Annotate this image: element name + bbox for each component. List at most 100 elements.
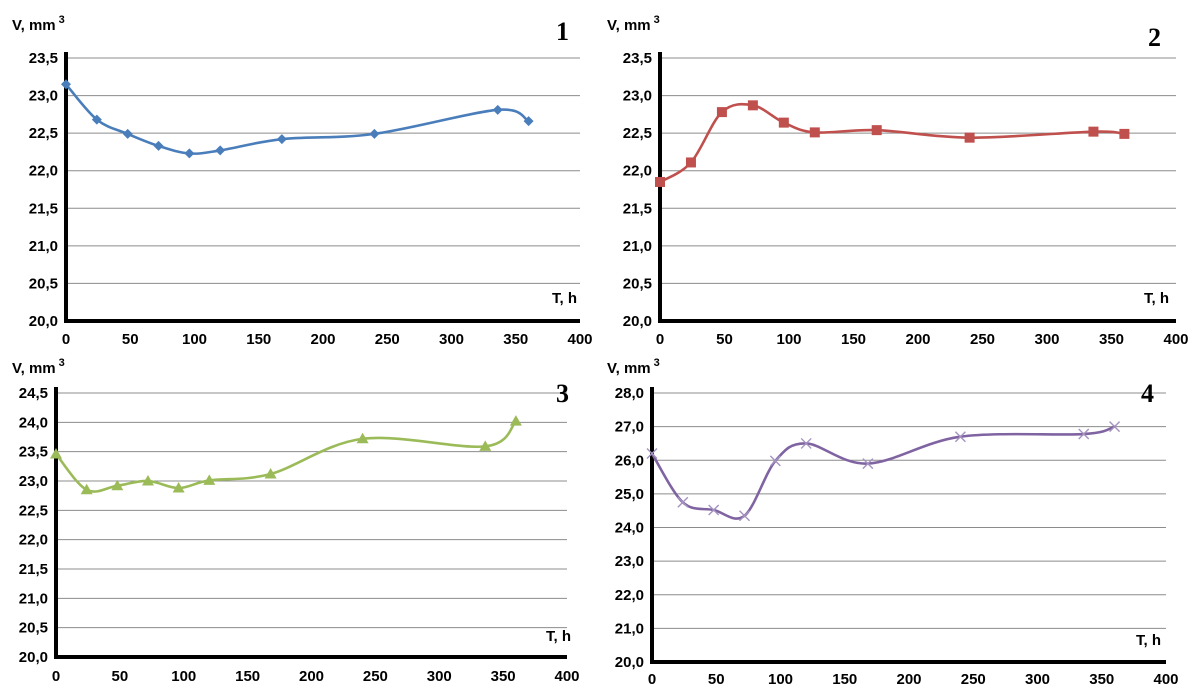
x-tick-label: 0 <box>62 331 70 348</box>
data-point-x-stroke <box>769 455 781 467</box>
data-point-6 <box>203 474 216 485</box>
y-tick-label: 22,5 <box>623 125 652 142</box>
data-point-x-stroke <box>646 448 658 460</box>
x-tick-label: 400 <box>567 331 592 348</box>
data-point-7 <box>276 134 287 145</box>
series-line-1 <box>658 102 1126 184</box>
data-point-9 <box>1088 126 1099 137</box>
y-axis-title: V, mm 3 <box>607 14 660 34</box>
chart-panel-1: 20,0 20,5 21,0 21,5 22,0 22,5 23,0 23,5 0 50 100 15… <box>12 14 593 348</box>
y-axis-title-superscript: 3 <box>654 14 660 26</box>
y-axis-title-text: V, mm <box>607 360 651 377</box>
x-axis-title: T, h <box>552 290 577 307</box>
y-tick-label: 22,0 <box>19 532 48 549</box>
x-tick-label: 250 <box>970 331 995 348</box>
x-tick-label: 300 <box>1025 671 1050 688</box>
data-point-6 <box>809 127 820 138</box>
y-axis-title-superscript: 3 <box>59 357 65 369</box>
data-point-x-stroke <box>862 458 874 470</box>
chart-panel-4: 20,0 21,0 22,0 23,0 24,0 25,0 26,0 27,0 28,0 0 50 1… <box>607 357 1179 688</box>
data-point-7 <box>871 125 882 136</box>
x-tick-label: 400 <box>1153 671 1178 688</box>
panel-number: 2 <box>1148 23 1161 52</box>
x-axis-title: T, h <box>1136 632 1161 649</box>
y-tick-label: 28,0 <box>615 385 644 402</box>
y-tick-label: 26,0 <box>615 452 644 469</box>
x-tick-label: 400 <box>1163 331 1188 348</box>
x-tick-label: 100 <box>182 331 207 348</box>
data-point-3 <box>708 504 720 516</box>
data-point-1 <box>646 448 658 460</box>
data-point-1 <box>655 176 665 187</box>
x-tick-label: 350 <box>503 331 528 348</box>
x-tick-label: 250 <box>961 671 986 688</box>
panel-number: 4 <box>1141 379 1154 408</box>
x-tick-label: 200 <box>905 331 930 348</box>
x-tick-label: 250 <box>375 331 400 348</box>
y-axis-title: V, mm 3 <box>12 357 65 377</box>
data-point-5 <box>778 117 789 128</box>
data-point-5 <box>184 148 195 159</box>
data-point-2 <box>80 483 93 495</box>
y-tick-label: 20,0 <box>615 654 644 671</box>
data-point-10 <box>1119 128 1130 139</box>
x-tick-label: 50 <box>122 331 139 348</box>
y-tick-label: 23,0 <box>29 88 58 105</box>
y-tick-label: 21,0 <box>29 238 58 255</box>
series-markers-1 <box>655 100 1130 187</box>
x-tick-label: 150 <box>235 668 260 685</box>
data-point-3 <box>716 107 727 118</box>
y-tick-label: 21,5 <box>29 200 58 217</box>
data-point-2 <box>685 157 696 168</box>
data-point-7 <box>862 458 874 470</box>
x-tick-label: 0 <box>656 331 664 348</box>
x-tick-label: 300 <box>427 668 452 685</box>
x-tick-label: 100 <box>776 331 801 348</box>
x-tick-label: 150 <box>832 671 857 688</box>
y-tick-label: 21,0 <box>623 238 652 255</box>
data-point-4 <box>153 140 164 151</box>
data-point-8 <box>954 431 966 443</box>
y-tick-label: 20,0 <box>29 313 58 330</box>
y-tick-label: 20,0 <box>19 649 48 666</box>
y-axis-title-text: V, mm <box>12 17 56 34</box>
x-tick-label: 50 <box>112 668 129 685</box>
y-tick-label: 24,5 <box>19 385 48 402</box>
series-markers-1 <box>50 415 522 495</box>
y-tick-label: 22,0 <box>623 163 652 180</box>
series-line-1 <box>650 425 1116 520</box>
data-point-x-stroke <box>708 504 720 516</box>
y-tick-label: 20,5 <box>29 275 58 292</box>
x-tick-label: 300 <box>1034 331 1059 348</box>
data-point-3 <box>111 479 124 491</box>
data-point-10 <box>1109 421 1121 433</box>
x-tick-label: 200 <box>299 668 324 685</box>
y-tick-label: 22,0 <box>29 163 58 180</box>
y-tick-label: 25,0 <box>615 486 644 503</box>
series-markers-1 <box>646 421 1121 522</box>
data-point-8 <box>369 128 380 139</box>
y-axis-title-text: V, mm <box>12 360 56 377</box>
x-axis-title: T, h <box>546 628 571 645</box>
y-tick-label: 23,5 <box>623 50 652 67</box>
y-tick-label: 20,0 <box>623 313 652 330</box>
x-tick-label: 0 <box>648 671 656 688</box>
y-tick-label: 21,0 <box>615 620 644 637</box>
data-point-6 <box>215 145 226 156</box>
data-point-x-stroke <box>800 437 812 449</box>
x-tick-label: 200 <box>896 671 921 688</box>
y-tick-label: 20,5 <box>19 620 48 637</box>
x-tick-label: 200 <box>310 331 335 348</box>
y-axis-title-superscript: 3 <box>59 14 65 26</box>
data-point-x-stroke <box>1078 428 1090 440</box>
data-point-x-stroke <box>1109 421 1121 433</box>
x-tick-label: 400 <box>554 668 579 685</box>
data-point-4 <box>141 475 154 486</box>
series-markers-1 <box>61 79 534 159</box>
x-tick-label: 100 <box>768 671 793 688</box>
data-point-x-stroke <box>954 431 966 443</box>
y-tick-label: 23,0 <box>615 553 644 570</box>
y-tick-label: 20,5 <box>623 275 652 292</box>
x-tick-label: 350 <box>491 668 516 685</box>
